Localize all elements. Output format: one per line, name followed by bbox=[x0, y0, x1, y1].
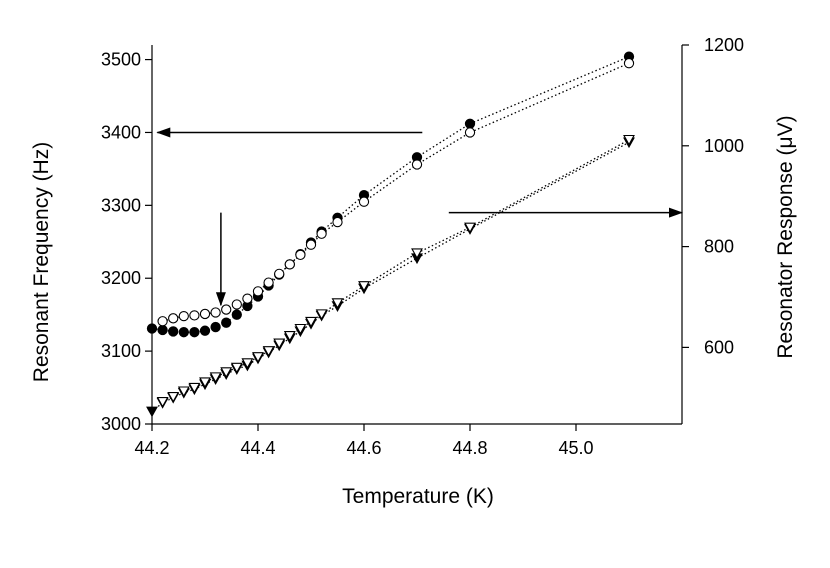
open-triangle-point bbox=[623, 134, 635, 146]
right-axis-title: Resonator Response (μV) bbox=[774, 115, 797, 358]
open-triangle-point bbox=[220, 367, 233, 378]
open-triangle-point bbox=[241, 358, 254, 369]
open-triangle-point bbox=[464, 222, 476, 234]
left-axis-title: Resonant Frequency (Hz) bbox=[30, 142, 53, 382]
open-triangle-point bbox=[358, 281, 370, 292]
open-circle-point bbox=[284, 259, 295, 270]
open-triangle-point bbox=[230, 362, 243, 374]
open-circle-point bbox=[178, 310, 189, 322]
right-y-tick-label: 800 bbox=[704, 237, 734, 257]
open-circle-point bbox=[316, 228, 327, 239]
open-triangle-point bbox=[273, 338, 286, 350]
open-triangle-point bbox=[305, 316, 317, 328]
open-circle-point bbox=[332, 216, 343, 228]
right-y-tick-label: 1000 bbox=[704, 136, 744, 156]
x-tick-label: 45.0 bbox=[558, 438, 593, 458]
open-circle-point bbox=[358, 196, 370, 207]
open-triangle-point bbox=[294, 323, 307, 335]
open-triangle-point bbox=[262, 346, 275, 357]
filled-triangle-point bbox=[146, 406, 158, 418]
plot-area: 44.2 44.4 44.6 44.8 45.0 3000 3100 3200 3300 3400… bbox=[101, 35, 744, 458]
left-y-tick-label: 3100 bbox=[101, 341, 141, 361]
filled-circle-point bbox=[221, 317, 232, 328]
open-circle-point bbox=[242, 293, 253, 304]
left-y-tick-label: 3400 bbox=[101, 122, 141, 142]
series-dotted-line bbox=[151, 141, 630, 412]
right-y-tick-label: 1200 bbox=[704, 35, 744, 55]
open-triangle-point bbox=[156, 397, 169, 408]
open-circle-point bbox=[189, 310, 200, 321]
filled-circle-point bbox=[199, 325, 211, 336]
open-circle-point bbox=[210, 307, 221, 318]
open-triangle-point bbox=[252, 352, 264, 363]
open-circle-point bbox=[305, 239, 317, 250]
x-tick-label: 44.6 bbox=[346, 438, 381, 458]
open-circle-point bbox=[199, 308, 211, 320]
open-circle-point bbox=[168, 313, 179, 324]
series-dotted-line bbox=[151, 56, 630, 333]
open-triangle-point bbox=[199, 377, 211, 389]
open-circle-point bbox=[263, 277, 274, 288]
open-circle-point bbox=[231, 299, 242, 310]
left-y-tick-label: 3300 bbox=[101, 195, 141, 215]
filled-circle-point bbox=[178, 327, 189, 338]
open-circle-point bbox=[252, 286, 264, 297]
open-triangle-point bbox=[411, 248, 423, 260]
open-triangle-point bbox=[167, 391, 180, 403]
x-tick-label: 44.4 bbox=[240, 438, 275, 458]
series-dotted-line bbox=[162, 139, 630, 403]
filled-circle-point bbox=[189, 327, 200, 338]
open-circle-point bbox=[623, 58, 635, 69]
open-triangle-point bbox=[315, 309, 328, 321]
open-triangle-point bbox=[177, 386, 190, 398]
left-y-tick-label: 3200 bbox=[101, 268, 141, 288]
open-triangle-point bbox=[209, 372, 222, 384]
filled-circle-point bbox=[210, 321, 221, 333]
open-circle-point bbox=[411, 159, 423, 170]
open-triangle-point bbox=[188, 382, 201, 394]
filled-circle-point bbox=[157, 324, 168, 336]
x-tick-label: 44.8 bbox=[452, 438, 487, 458]
right-y-tick-label: 600 bbox=[704, 337, 734, 357]
open-triangle-point bbox=[331, 298, 344, 309]
open-triangle-point bbox=[283, 331, 296, 342]
open-circle-point bbox=[464, 127, 476, 138]
series-dotted-line bbox=[162, 62, 630, 322]
x-axis-title: Temperature (K) bbox=[342, 485, 494, 508]
open-circle-point bbox=[157, 316, 168, 327]
filled-circle-point bbox=[168, 326, 179, 337]
filled-circle-point bbox=[146, 323, 158, 334]
filled-circle-point bbox=[464, 118, 476, 129]
open-circle-point bbox=[221, 304, 232, 315]
filled-circle-point bbox=[231, 309, 242, 320]
x-tick-label: 44.2 bbox=[134, 438, 169, 458]
left-y-tick-label: 3000 bbox=[101, 414, 141, 434]
open-circle-point bbox=[274, 268, 285, 280]
left-y-tick-label: 3500 bbox=[101, 50, 141, 70]
open-circle-point bbox=[295, 249, 306, 261]
